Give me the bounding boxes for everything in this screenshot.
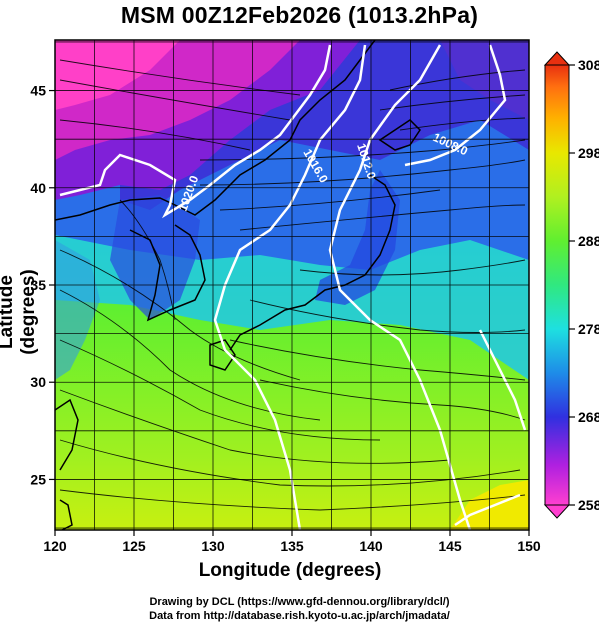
- colorbar-scale: [544, 64, 570, 506]
- credit-data: Data from http://database.rish.kyoto-u.a…: [149, 610, 450, 622]
- x-tick-label: 135: [280, 538, 304, 554]
- colorbar: 258 268 278 288 298 308: [543, 51, 599, 519]
- colorbar-max-arrow: [543, 51, 571, 66]
- x-tick-label: 130: [201, 538, 225, 554]
- y-tick-label: 30: [30, 374, 46, 390]
- isobars: [59, 44, 527, 530]
- x-axis-label: Longitude (degrees): [198, 560, 382, 581]
- colorbar-tick-label: 278: [578, 321, 599, 337]
- map-title: MSM 00Z12Feb2026 (1013.2hPa): [120, 2, 479, 28]
- colorbar-tick-label: 288: [578, 233, 599, 249]
- axis-ticks: 120 125 130 135 140 145 150 25 30 35 40 45: [30, 83, 540, 554]
- colorbar-tick-label: 298: [578, 145, 599, 161]
- x-tick-label: 145: [438, 538, 462, 554]
- x-tick-label: 120: [43, 538, 67, 554]
- colorbar-tick-label: 268: [578, 409, 599, 425]
- x-tick-label: 125: [122, 538, 146, 554]
- credit-drawing: Drawing by DCL (https://www.gfd-dennou.o…: [149, 596, 450, 608]
- x-tick-label: 150: [517, 538, 541, 554]
- colorbar-tick-label: 308: [578, 57, 599, 73]
- y-tick-label: 45: [30, 83, 46, 99]
- y-tick-label: 35: [30, 277, 46, 293]
- colorbar-tick-label: 258: [578, 497, 599, 513]
- y-tick-label: 40: [30, 180, 46, 196]
- x-tick-label: 140: [359, 538, 383, 554]
- colorbar-min-arrow: [543, 504, 571, 519]
- y-tick-label: 25: [30, 471, 46, 487]
